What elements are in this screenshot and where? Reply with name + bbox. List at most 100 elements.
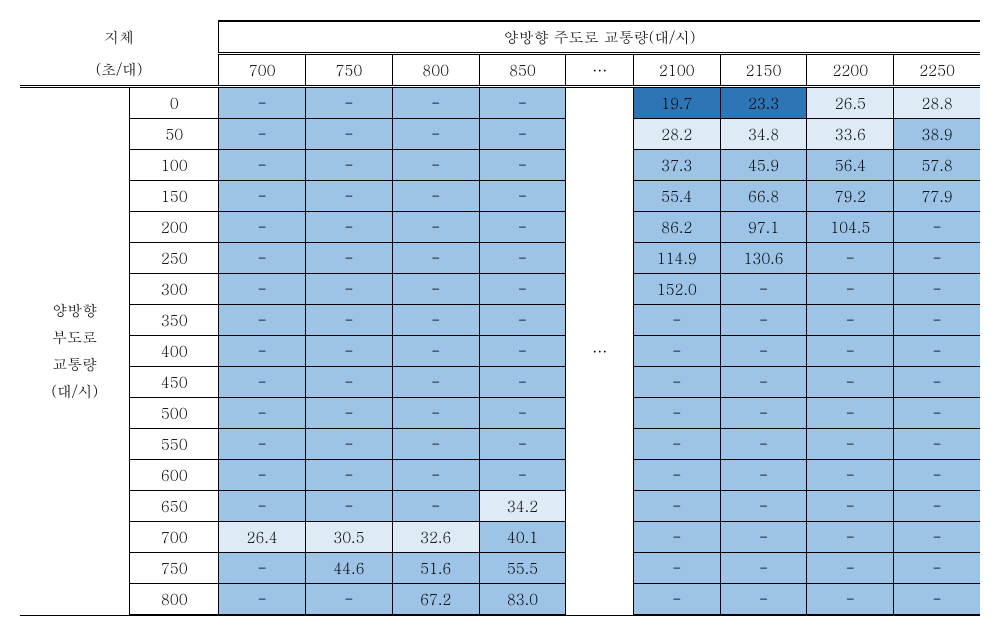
data-cell: - [219,429,306,460]
data-cell: - [392,491,479,522]
data-cell: - [807,398,894,429]
data-cell: - [807,522,894,553]
data-cell: - [392,460,479,491]
data-cell: - [392,398,479,429]
data-cell: - [720,491,807,522]
data-cell: 86.2 [633,212,720,243]
data-cell: 34.8 [720,119,807,150]
data-cell: - [633,429,720,460]
data-cell: - [392,336,479,367]
row-label: 250 [130,243,219,274]
data-cell: - [633,367,720,398]
data-cell: - [219,305,306,336]
col-header: 2100 [633,54,720,87]
data-cell: - [392,274,479,305]
row-label: 0 [130,87,219,119]
data-cell: - [894,491,980,522]
data-cell: 77.9 [894,181,980,212]
data-cell: - [306,491,393,522]
data-cell: - [306,243,393,274]
col-header: 750 [306,54,393,87]
data-cell: - [807,243,894,274]
data-cell: - [720,584,807,616]
header-top-left-line1: 지체 [20,21,219,54]
data-cell: 19.7 [633,87,720,119]
data-cell: - [392,367,479,398]
data-cell: 57.8 [894,150,980,181]
col-header: 800 [392,54,479,87]
row-label: 350 [130,305,219,336]
data-cell: - [894,553,980,584]
data-cell: - [306,119,393,150]
data-cell: 23.3 [720,87,807,119]
data-cell: - [479,150,566,181]
col-header-ellipsis: ··· [566,54,634,87]
data-cell: 114.9 [633,243,720,274]
row-label: 300 [130,274,219,305]
data-cell: - [479,429,566,460]
data-cell: - [392,87,479,119]
data-cell: 79.2 [807,181,894,212]
row-label: 700 [130,522,219,553]
data-cell: - [807,429,894,460]
data-cell: - [306,429,393,460]
data-cell: - [306,367,393,398]
data-cell: - [306,181,393,212]
data-cell: - [479,367,566,398]
data-cell: - [807,460,894,491]
data-cell: - [894,429,980,460]
header-top-left-line2: (초/대) [20,54,219,87]
data-cell: - [894,584,980,616]
data-cell: - [894,522,980,553]
data-cell: - [807,274,894,305]
data-cell: 97.1 [720,212,807,243]
data-cell: - [894,212,980,243]
data-cell: - [807,584,894,616]
data-cell: 45.9 [720,150,807,181]
data-cell: 44.6 [306,553,393,584]
data-cell: 30.5 [306,522,393,553]
data-cell: - [720,429,807,460]
data-cell: - [219,181,306,212]
data-cell: 28.8 [894,87,980,119]
data-cell: 38.9 [894,119,980,150]
data-cell: 152.0 [633,274,720,305]
data-cell: - [219,274,306,305]
row-label: 100 [130,150,219,181]
data-cell: - [306,87,393,119]
row-label: 50 [130,119,219,150]
row-label: 650 [130,491,219,522]
data-cell: - [306,305,393,336]
data-cell: - [720,274,807,305]
data-cell: - [479,87,566,119]
col-header: 2250 [894,54,980,87]
data-cell: - [633,522,720,553]
data-cell: - [306,460,393,491]
data-cell: - [392,243,479,274]
data-cell: - [479,398,566,429]
data-cell: - [479,336,566,367]
row-label: 550 [130,429,219,460]
data-cell: - [219,119,306,150]
data-cell: - [306,150,393,181]
data-cell: - [219,336,306,367]
data-cell: 40.1 [479,522,566,553]
header-top-right: 양방향 주도로 교통량(대/시) [219,21,980,54]
data-cell: 26.4 [219,522,306,553]
data-cell: 26.5 [807,87,894,119]
data-cell: - [306,336,393,367]
data-cell: - [219,584,306,616]
data-cell: - [392,181,479,212]
row-label: 400 [130,336,219,367]
data-cell: - [633,336,720,367]
row-label: 750 [130,553,219,584]
row-label: 200 [130,212,219,243]
data-cell: - [894,305,980,336]
data-cell: - [219,150,306,181]
data-cell: - [894,274,980,305]
data-cell: 83.0 [479,584,566,616]
data-cell: - [633,460,720,491]
traffic-delay-table: 지체 양방향 주도로 교통량(대/시) (초/대) 700 750 800 85… [20,20,980,616]
data-cell: - [219,212,306,243]
data-cell: 55.5 [479,553,566,584]
